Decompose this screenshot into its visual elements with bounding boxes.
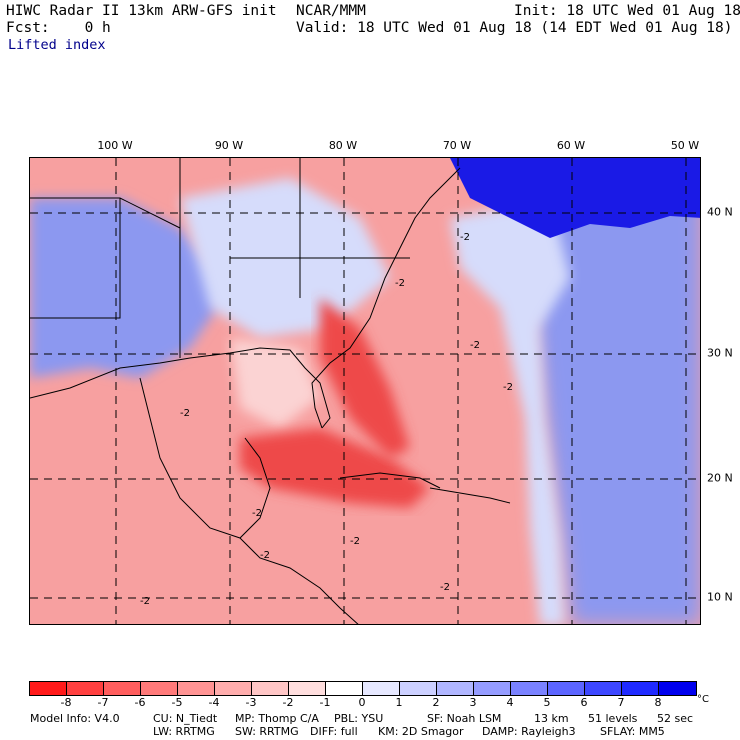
lat-label: 40 N — [707, 206, 733, 219]
colorbar-segment — [548, 682, 585, 695]
contour-label: -2 — [440, 582, 450, 593]
colorbar-tick-label: 6 — [581, 696, 588, 709]
diff-scheme: DIFF: full — [310, 725, 358, 738]
colorbar-tick-label: -2 — [283, 696, 294, 709]
contour-label: -2 — [503, 382, 513, 393]
contour-label: -2 — [180, 408, 190, 419]
contour-label: -2 — [260, 550, 270, 561]
colorbar-segment — [363, 682, 400, 695]
pbl-scheme: PBL: YSU — [334, 712, 383, 725]
contour-label: -2 — [140, 596, 150, 607]
colorbar-tick-label: -8 — [61, 696, 72, 709]
lon-label: 70 W — [443, 139, 471, 152]
colorbar-segment — [511, 682, 548, 695]
colorbar-segment — [474, 682, 511, 695]
lifted-index-map: -2 -2 -2 -2 -2 -2 -2 -2 -2 -2 — [29, 157, 701, 625]
colorbar-segment — [437, 682, 474, 695]
lon-label: 60 W — [557, 139, 585, 152]
km-scheme: KM: 2D Smagor — [378, 725, 464, 738]
lon-label: 90 W — [215, 139, 243, 152]
colorbar-segment — [30, 682, 67, 695]
colorbar-tick-label: 7 — [618, 696, 625, 709]
contour-label: -2 — [350, 536, 360, 547]
cu-scheme: CU: N_Tiedt — [153, 712, 217, 725]
colorbar-segment — [400, 682, 437, 695]
lat-label: 20 N — [707, 472, 733, 485]
sf-scheme: SF: Noah LSM — [427, 712, 501, 725]
colorbar-tick-label: -4 — [209, 696, 220, 709]
valid-time: Valid: 18 UTC Wed 01 Aug 18 (14 EDT Wed … — [296, 19, 733, 37]
colorbar-segment — [104, 682, 141, 695]
colorbar-segment — [326, 682, 363, 695]
colorbar-tick-label: -7 — [98, 696, 109, 709]
lon-label: 50 W — [671, 139, 699, 152]
mp-scheme: MP: Thomp C/A — [235, 712, 319, 725]
colorbar-tick-label: -1 — [320, 696, 331, 709]
colorbar-tick-label: -6 — [135, 696, 146, 709]
org-label: NCAR/MMM — [296, 2, 366, 20]
contour-label: -2 — [470, 340, 480, 351]
colorbar-segment — [215, 682, 252, 695]
colorbar-segment — [585, 682, 622, 695]
colorbar-tick-label: 5 — [544, 696, 551, 709]
lw-scheme: LW: RRTMG — [153, 725, 215, 738]
model-info: Model Info: V4.0 — [30, 712, 120, 725]
colorbar-segment — [289, 682, 326, 695]
colorbar-segment — [178, 682, 215, 695]
contour-label: -2 — [252, 508, 262, 519]
damp-scheme: DAMP: Rayleigh3 — [482, 725, 576, 738]
colorbar-segment — [659, 682, 696, 695]
colorbar-tick-label: 4 — [507, 696, 514, 709]
field-name: Lifted index — [8, 36, 106, 54]
sflay-scheme: SFLAY: MM5 — [600, 725, 665, 738]
colorbar-tick-label: 3 — [470, 696, 477, 709]
contour-label: -2 — [460, 232, 470, 243]
lat-label: 30 N — [707, 347, 733, 360]
colorbar-segment — [141, 682, 178, 695]
colorbar-tick-label: 2 — [433, 696, 440, 709]
colorbar-tick-label: -5 — [172, 696, 183, 709]
forecast-hour: Fcst: 0 h — [6, 19, 111, 37]
colorbar-unit: °C — [697, 694, 709, 705]
colorbar-tick-label: -3 — [246, 696, 257, 709]
grid-resolution: 13 km — [534, 712, 569, 725]
colorbar-segment — [67, 682, 104, 695]
colorbar-tick-label: 1 — [396, 696, 403, 709]
colorbar-segment — [622, 682, 659, 695]
vertical-levels: 51 levels — [588, 712, 637, 725]
contour-label: -2 — [395, 278, 405, 289]
colorbar-segment — [252, 682, 289, 695]
colorbar-tick-label: 0 — [359, 696, 366, 709]
colorbar-tick-label: 8 — [655, 696, 662, 709]
init-time: Init: 18 UTC Wed 01 Aug 18 — [514, 2, 740, 20]
lat-label: 10 N — [707, 591, 733, 604]
lon-label: 80 W — [329, 139, 357, 152]
sw-scheme: SW: RRTMG — [235, 725, 299, 738]
lon-label: 100 W — [97, 139, 132, 152]
colorbar — [29, 681, 697, 696]
map-canvas: -2 -2 -2 -2 -2 -2 -2 -2 -2 -2 — [30, 158, 701, 625]
time-step: 52 sec — [657, 712, 693, 725]
model-title: HIWC Radar II 13km ARW-GFS init — [6, 2, 277, 20]
